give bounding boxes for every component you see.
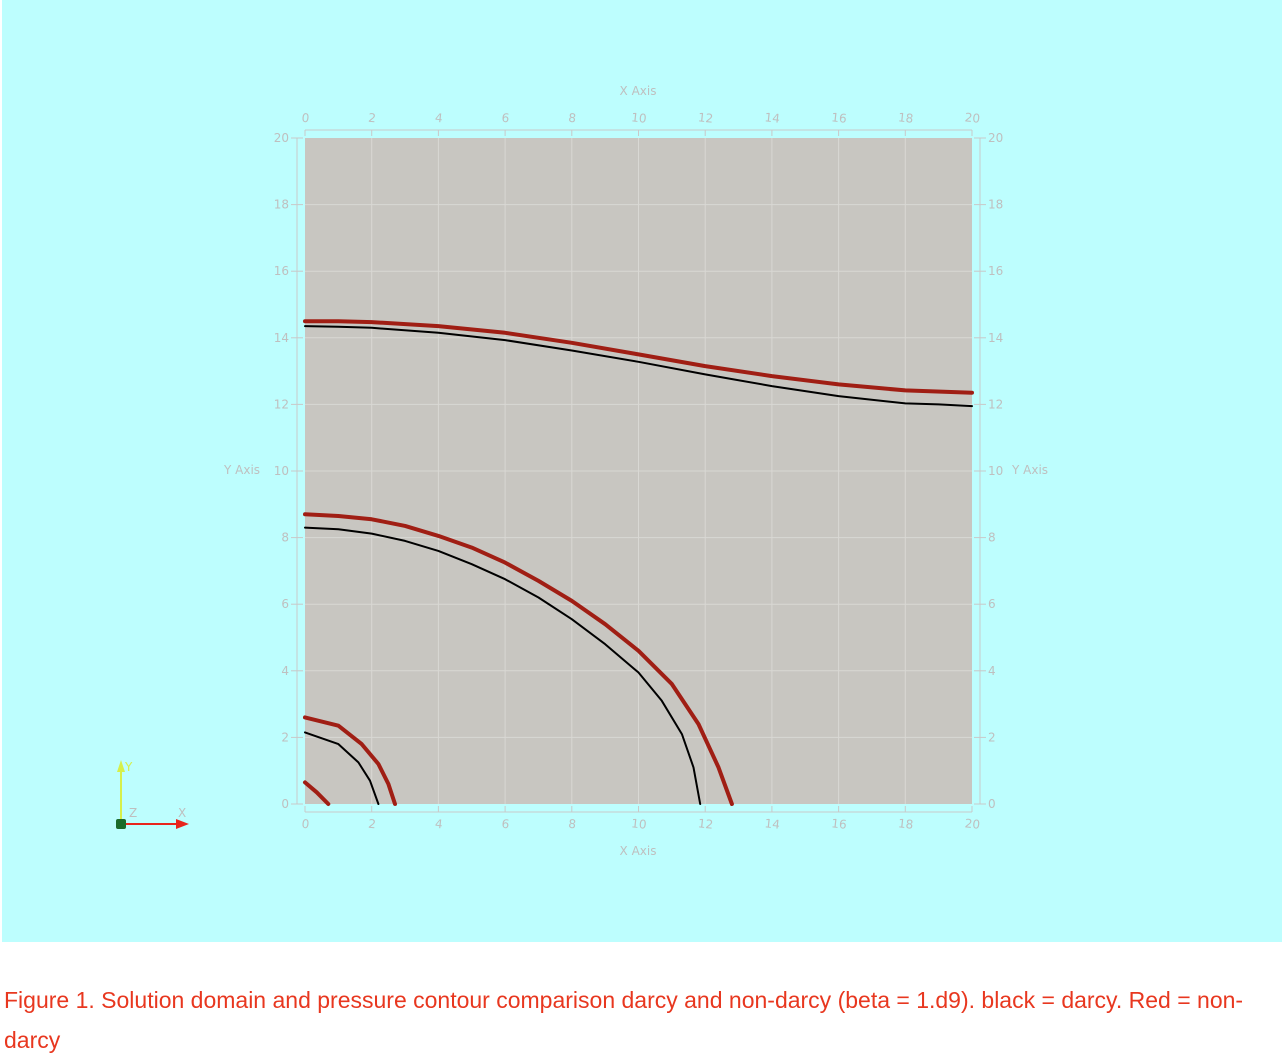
y-tick-label-left: 6 (281, 597, 289, 611)
grid (305, 138, 972, 804)
y-tick-label-right: 0 (988, 797, 996, 811)
y-tick-label-left: 10 (274, 464, 289, 478)
contour-line-3 (303, 512, 734, 806)
x-tick-label-top: 0 (301, 111, 310, 126)
x-tick-label-top: 18 (897, 110, 914, 126)
x-tick-label-bottom: 14 (764, 816, 781, 832)
y-tick-label-right: 6 (988, 597, 996, 611)
x-axis-title-bottom: X Axis (620, 844, 657, 858)
x-tick-label-top: 20 (964, 110, 981, 126)
triad-z-label: Z (129, 806, 137, 820)
x-tick-label-top: 16 (831, 110, 848, 126)
y-tick-label-right: 14 (988, 331, 1003, 345)
x-tick-label-bottom: 20 (964, 816, 981, 832)
contour-line-7 (303, 780, 331, 806)
y-tick-label-right: 20 (988, 131, 1003, 145)
x-tick-label-top: 4 (434, 111, 443, 126)
figure-caption: Figure 1. Solution domain and pressure c… (4, 987, 1244, 1053)
x-tick-label-bottom: 12 (697, 816, 714, 832)
x-tick-label-bottom: 8 (568, 817, 577, 832)
x-tick-label-top: 2 (368, 111, 377, 126)
triad-y-label: Y (124, 760, 133, 774)
contour-line-6 (304, 731, 380, 805)
x-tick-label-top: 10 (631, 110, 648, 126)
y-tick-label-right: 4 (988, 664, 996, 678)
y-tick-label-right: 2 (988, 730, 996, 744)
y-tick-label-left: 18 (274, 198, 289, 212)
contour-line-4 (304, 526, 702, 805)
contour-line-5 (303, 715, 397, 806)
x-tick-label-bottom: 10 (631, 816, 648, 832)
x-tick-label-bottom: 16 (831, 816, 848, 832)
y-tick-label-right: 8 (988, 531, 996, 545)
y-tick-label-right: 18 (988, 198, 1003, 212)
y-tick-label-left: 20 (274, 131, 289, 145)
y-tick-label-right: 10 (988, 464, 1003, 478)
x-tick-label-top: 14 (764, 110, 781, 126)
y-axis-title-right: Y Axis (1011, 463, 1048, 477)
contour-lines (303, 319, 974, 806)
x-tick-label-top: 6 (501, 111, 510, 126)
orientation-axes-triad: Y Z X (116, 760, 189, 829)
triad-y-arrow-icon (117, 760, 125, 772)
triad-z-marker (116, 819, 126, 829)
y-tick-label-left: 2 (281, 730, 289, 744)
contour-line-2 (304, 325, 973, 408)
y-tick-label-right: 12 (988, 397, 1003, 411)
x-axis-title-top: X Axis (620, 84, 657, 98)
y-tick-label-right: 16 (988, 264, 1003, 278)
axes (291, 129, 986, 813)
y-tick-label-left: 14 (274, 331, 289, 345)
triad-x-label: X (178, 806, 186, 820)
x-tick-label-top: 12 (697, 110, 714, 126)
y-tick-label-left: 16 (274, 264, 289, 278)
y-tick-label-left: 8 (281, 531, 289, 545)
x-tick-label-bottom: 2 (368, 817, 377, 832)
contour-line-1 (303, 319, 974, 395)
x-tick-label-bottom: 4 (434, 817, 443, 832)
y-tick-label-left: 12 (274, 397, 289, 411)
x-tick-label-bottom: 6 (501, 817, 510, 832)
x-tick-label-bottom: 18 (897, 816, 914, 832)
x-tick-label-bottom: 0 (301, 817, 310, 832)
y-tick-label-left: 4 (281, 664, 289, 678)
render-view[interactable]: 0 0 2 2 4 4 6 6 8 8 10 10 12 12 14 14 16 16 18 18 20 20 0 0 2 2 4 4… (2, 0, 1282, 942)
triad-x-arrow-icon (176, 819, 189, 829)
x-tick-label-top: 8 (568, 111, 577, 126)
y-tick-label-left: 0 (281, 797, 289, 811)
y-axis-title-left: Y Axis (223, 463, 260, 477)
